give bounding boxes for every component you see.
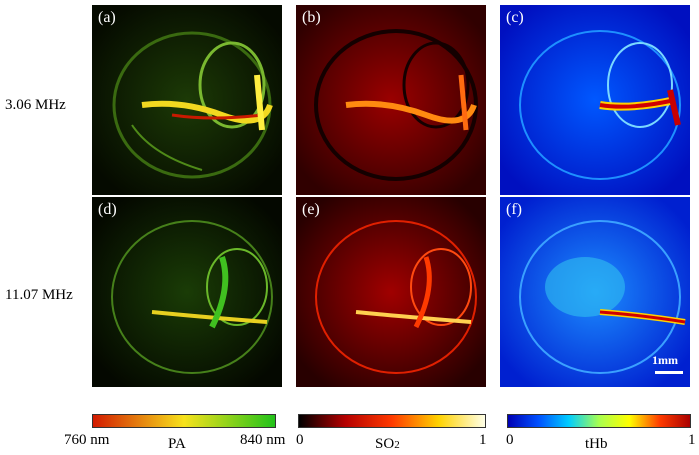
panel-d-pa-11mhz: (d) xyxy=(92,197,282,387)
panel-b-so2-3mhz: (b) xyxy=(296,5,486,195)
panel-label: (f) xyxy=(506,201,522,218)
thb-image-c xyxy=(500,5,690,195)
colorbar-so2-max: 1 xyxy=(479,432,487,448)
panel-e-so2-11mhz: (e) xyxy=(296,197,486,387)
colorbar-thb-min: 0 xyxy=(506,432,514,448)
row-label-high-frequency: 11.07 MHz xyxy=(5,287,73,303)
colorbar-pa xyxy=(92,414,276,428)
so2-title-main: SO xyxy=(375,436,395,452)
colorbar-thb-title: tHb xyxy=(585,436,608,452)
panel-c-thb-3mhz: (c) xyxy=(500,5,690,195)
colorbar-thb-max: 1 xyxy=(688,432,696,448)
colorbar-thb xyxy=(507,414,691,428)
so2-image-e xyxy=(296,197,486,387)
panel-label: (a) xyxy=(98,9,116,26)
colorbar-pa-min: 760 nm xyxy=(64,432,110,448)
pa-image-a xyxy=(92,5,282,195)
panel-label: (b) xyxy=(302,9,321,26)
thb-image-f xyxy=(500,197,690,387)
panel-label: (d) xyxy=(98,201,117,218)
panel-label: (e) xyxy=(302,201,320,218)
colorbar-pa-title: PA xyxy=(168,436,186,452)
scale-bar xyxy=(655,371,683,374)
so2-image-b xyxy=(296,5,486,195)
row-label-low-frequency: 3.06 MHz xyxy=(5,97,66,113)
panel-a-pa-3mhz: (a) xyxy=(92,5,282,195)
pa-image-d xyxy=(92,197,282,387)
colorbar-so2 xyxy=(298,414,486,428)
colorbar-so2-min: 0 xyxy=(296,432,304,448)
scale-bar-label: 1mm xyxy=(652,353,678,367)
panel-f-thb-11mhz: (f) 1mm xyxy=(500,197,690,387)
colorbar-so2-title: SO2 xyxy=(375,436,400,453)
colorbar-pa-max: 840 nm xyxy=(240,432,286,448)
panel-label: (c) xyxy=(506,9,524,26)
so2-title-sub: 2 xyxy=(394,439,400,451)
